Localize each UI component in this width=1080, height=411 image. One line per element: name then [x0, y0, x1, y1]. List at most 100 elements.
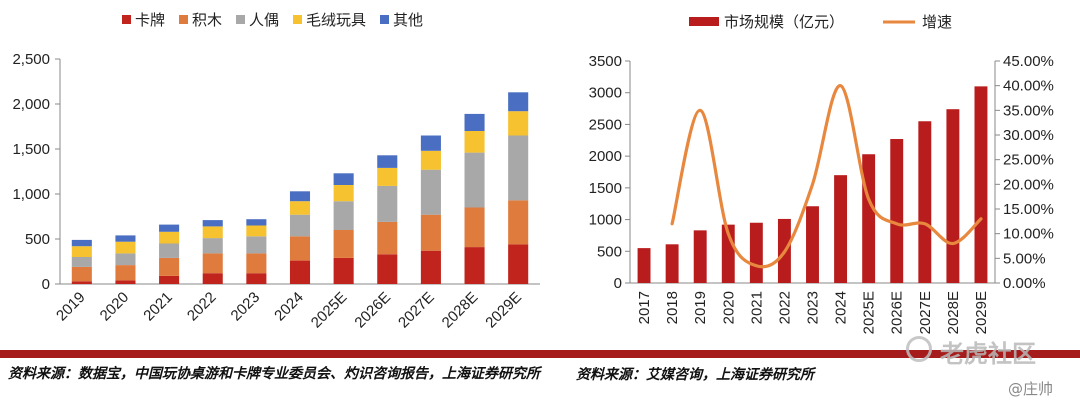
left-bar-segment — [159, 257, 180, 276]
left-legend-swatch — [179, 15, 188, 24]
left-bar-segment — [246, 225, 267, 237]
left-legend-label: 积木 — [192, 11, 222, 29]
right-source-note: 资料来源：艾媒咨询，上海证券研究所 — [576, 367, 814, 383]
left-source-note: 资料来源：数据宝，中国玩协桌游和卡牌专业委员会、灼识咨询报告，上海证券研究所 — [8, 366, 540, 382]
left-bar-segment — [377, 254, 398, 284]
left-bar-segment — [202, 220, 223, 227]
right-x-tick-label: 2023 — [805, 291, 822, 324]
right-bar — [862, 154, 876, 283]
right-growth-line-path — [670, 84, 983, 269]
right-bar — [890, 139, 904, 283]
left-bar-segment — [289, 236, 311, 261]
left-bars — [71, 92, 529, 284]
right-bar — [806, 206, 819, 283]
right-left-y-tick-label: 500 — [597, 243, 622, 260]
left-bar-segment — [333, 185, 354, 202]
right-x-tick-label: 2024 — [833, 291, 850, 324]
right-x-tick-label: 2018 — [664, 291, 681, 324]
left-bar-segment — [71, 239, 92, 247]
left-bar-segment — [420, 250, 441, 284]
left-y-tick-label: 1,500 — [12, 141, 50, 158]
left-bar-segment — [377, 221, 398, 255]
footer-divider-band — [0, 350, 1080, 358]
left-x-tick-label: 2026E — [351, 289, 394, 332]
left-bar-segment — [464, 152, 485, 208]
right-growth-line — [670, 84, 983, 269]
left-x-tick-label: 2025E — [308, 289, 351, 332]
left-legend-swatch — [122, 15, 131, 24]
left-bar-segment — [115, 235, 136, 242]
left-bar-segment — [202, 253, 223, 274]
right-bar — [637, 248, 651, 283]
left-bar-segment — [246, 253, 267, 274]
right-x-tick-label: 2029E — [973, 291, 990, 334]
left-x-tick-label: 2028E — [439, 289, 482, 332]
right-right-y-tick-label: 15.00% — [1003, 201, 1054, 218]
left-x-tick-label: 2021 — [140, 289, 176, 325]
right-x-tick-label: 2025E — [861, 291, 878, 334]
right-right-y-tick-label: 10.00% — [1003, 226, 1054, 243]
left-bar-segment — [115, 280, 136, 284]
left-bar-segment — [508, 244, 529, 284]
left-y-tick-label: 500 — [25, 231, 50, 248]
left-legend: 卡牌 积木 人偶 毛绒玩具 其他 — [122, 11, 423, 29]
left-stacked-bar-chart: 卡牌 积木 人偶 毛绒玩具 其他 0 500 1,000 1,500 2,000 2,500 201… — [12, 11, 540, 331]
right-x-tick-label: 2026E — [889, 291, 906, 334]
left-bar-segment — [377, 167, 398, 186]
right-x-tick-label: 2027E — [917, 291, 934, 334]
left-bar-segment — [115, 265, 136, 281]
right-left-y-tick-label: 3000 — [589, 85, 622, 102]
right-bar — [918, 121, 932, 283]
left-legend-swatch — [236, 15, 245, 24]
right-bar — [974, 86, 988, 283]
left-bar-segment — [508, 135, 529, 201]
right-right-y-tick-label: 5.00% — [1003, 250, 1046, 267]
left-bar-segment — [289, 201, 311, 215]
right-right-y-tick-label: 20.00% — [1003, 176, 1054, 193]
right-right-y-tick-label: 25.00% — [1003, 152, 1054, 169]
left-bar-segment — [289, 260, 311, 284]
left-bar-segment — [246, 236, 267, 254]
left-x-tick-label: 2023 — [228, 289, 264, 325]
left-tick-labels: 0 500 1,000 1,500 2,000 2,500 2019 2020 2021 2022… — [12, 51, 525, 331]
right-legend: 市场规模（亿元） 增速 — [689, 13, 952, 31]
left-bar-segment — [246, 219, 267, 226]
right-bar-line-chart: 市场规模（亿元） 增速 05001000150020002500300035000… — [589, 13, 1054, 334]
left-bar-segment — [202, 226, 223, 239]
left-y-tick-label: 1,000 — [12, 186, 50, 203]
right-right-y-tick-label: 40.00% — [1003, 78, 1054, 95]
left-bar-segment — [159, 275, 180, 284]
right-bar — [834, 175, 848, 283]
right-x-tick-label: 2019 — [692, 291, 709, 324]
left-bar-segment — [420, 150, 441, 170]
right-x-tick-label: 2021 — [748, 291, 765, 324]
left-x-tick-label: 2019 — [53, 289, 89, 325]
right-bar — [946, 109, 960, 283]
left-bar-segment — [420, 135, 441, 151]
left-bar-segment — [333, 201, 354, 230]
left-legend-swatch — [380, 15, 389, 24]
right-bar — [749, 222, 763, 283]
right-bar — [665, 244, 679, 283]
left-bar-segment — [464, 113, 485, 131]
left-bar-segment — [420, 214, 441, 251]
left-bar-segment — [159, 243, 180, 258]
left-bar-segment — [159, 224, 180, 232]
right-right-y-tick-label: 45.00% — [1003, 53, 1054, 70]
watermark-brand: 老虎社区 — [940, 340, 1036, 368]
left-bar-segment — [464, 247, 485, 284]
right-right-y-tick-label: 30.00% — [1003, 127, 1054, 144]
right-tick-labels: 0 500 1000 1500 2000 2500 3000 3500 0.00% 5.00% 10… — [589, 53, 1054, 334]
right-bar — [693, 230, 707, 283]
left-bar-segment — [464, 131, 485, 153]
watermark-user: @庄帅 — [1008, 380, 1054, 398]
left-legend-label: 毛绒玩具 — [306, 11, 366, 29]
left-x-tick-label: 2024 — [271, 289, 307, 325]
left-x-tick-label: 2022 — [184, 289, 220, 325]
left-bar-segment — [333, 257, 354, 284]
left-bar-segment — [71, 257, 92, 267]
left-bar-segment — [246, 273, 267, 284]
left-y-tick-label: 2,000 — [12, 96, 50, 113]
left-bar-segment — [508, 92, 529, 112]
right-right-y-tick-label: 35.00% — [1003, 102, 1054, 119]
